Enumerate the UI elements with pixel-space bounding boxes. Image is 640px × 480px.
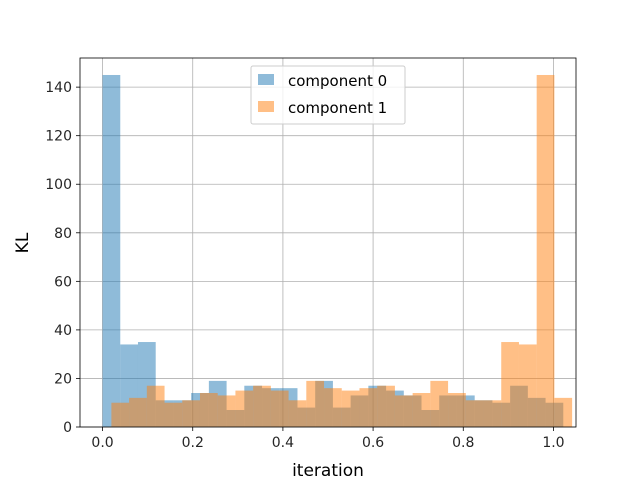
histogram-bar-component-1 (270, 390, 289, 427)
x-tick-label: 0.4 (272, 435, 294, 451)
histogram-bar-component-1 (394, 395, 413, 427)
axes (79, 57, 577, 428)
histogram-bar-component-1 (430, 380, 449, 427)
histogram-bar-component-1 (324, 388, 342, 427)
legend-frame (250, 65, 406, 125)
histogram-bar-component-1 (483, 400, 502, 427)
histogram-bar-component-1 (448, 393, 466, 427)
histogram-bar-component-1 (377, 385, 395, 427)
y-tick-label: 40 (54, 323, 72, 339)
x-tick-label: 0.2 (182, 435, 204, 451)
x-tick-label: 0.6 (362, 435, 384, 451)
legend-label-component-1: component 1 (288, 99, 387, 117)
y-tick-label: 140 (45, 80, 72, 96)
histogram-bar-component-1 (465, 400, 484, 427)
plot-frame (79, 57, 577, 428)
legend-swatch-component-0 (258, 74, 274, 85)
x-tick-label: 0.8 (452, 435, 474, 451)
y-tick-label: 0 (63, 420, 72, 436)
histogram-bar-component-1 (182, 400, 200, 427)
x-tick-label: 0.0 (91, 435, 113, 451)
histogram-bar-component-1 (412, 393, 431, 427)
y-axis-label: KL (13, 232, 33, 253)
histogram-bar-component-1 (164, 402, 183, 427)
histogram-bar-component-1 (217, 395, 236, 427)
ticks: 0.0 0.2 0.4 0.6 0.8 1.0 0 20 40 60 80 100 120 140 (45, 80, 564, 451)
histogram-bar-component-1 (306, 380, 325, 427)
histogram-bar-component-1 (253, 385, 271, 427)
legend: component 0 component 1 (250, 65, 406, 125)
histogram-bar-component-1 (235, 390, 254, 427)
x-axis-label: iteration (292, 461, 364, 480)
histogram-bar-component-1 (359, 388, 378, 427)
histogram-bar-component-1 (129, 397, 147, 427)
y-tick-label: 120 (45, 129, 72, 145)
histogram-bar-component-1 (518, 344, 537, 427)
histogram-bar-component-1 (111, 402, 130, 427)
bars (102, 74, 573, 428)
y-tick-label: 80 (54, 226, 72, 242)
histogram-bar-component-0 (102, 74, 121, 428)
histogram-bar-component-1 (146, 385, 165, 427)
histogram-bar-component-1 (199, 393, 218, 427)
y-tick-label: 60 (54, 274, 72, 290)
legend-label-component-0: component 0 (288, 72, 387, 90)
y-tick-label: 100 (45, 177, 72, 193)
x-tick-label: 1.0 (542, 435, 564, 451)
y-tick-label: 20 (54, 371, 72, 387)
histogram-bar-component-1 (341, 390, 360, 427)
histogram-bar-component-1 (554, 397, 573, 427)
histogram-bar-component-1 (536, 74, 555, 428)
histogram-bar-component-1 (501, 342, 519, 427)
legend-swatch-component-1 (258, 101, 274, 112)
histogram-bar-component-1 (288, 400, 307, 427)
